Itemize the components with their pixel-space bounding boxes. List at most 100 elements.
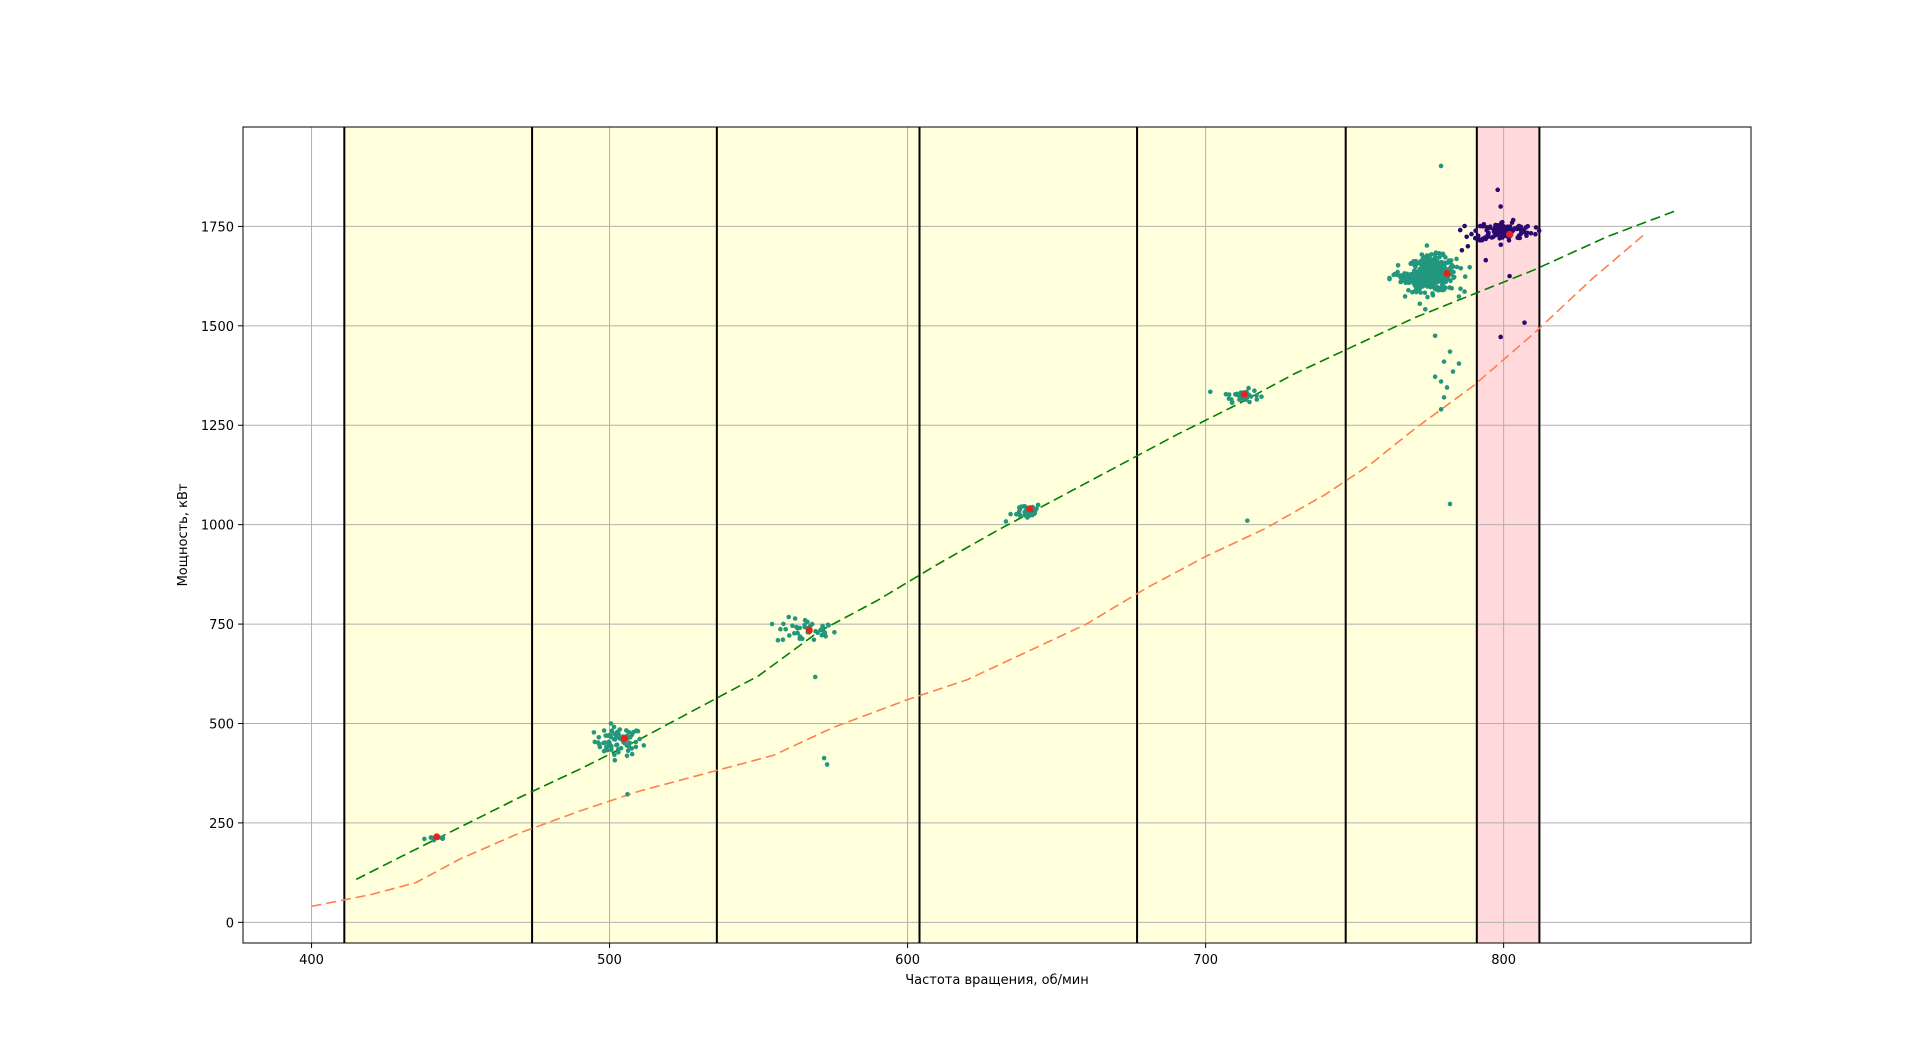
- data-point: [1441, 359, 1447, 364]
- data-point: [1447, 349, 1453, 354]
- data-point: [1454, 264, 1460, 270]
- data-point: [1414, 261, 1419, 267]
- x-tick-label: 500: [597, 953, 622, 968]
- data-point: [795, 626, 800, 631]
- data-point: [422, 836, 427, 842]
- data-point: [609, 743, 614, 749]
- data-point: [1456, 361, 1462, 366]
- data-point: [1467, 264, 1472, 270]
- y-axis-ticks: 0 250 500 750 1000 1250 1500 1750: [201, 220, 243, 931]
- data-point-navy: [1486, 231, 1491, 237]
- data-point: [1226, 396, 1232, 401]
- data-point-navy: [1516, 223, 1522, 229]
- plot-frame: [242, 126, 1752, 944]
- x-axis-label: Частота вращения, об/мин: [905, 973, 1089, 988]
- data-point: [634, 728, 639, 733]
- band-boundaries: [343, 127, 1541, 943]
- data-point: [1438, 163, 1444, 169]
- centroid-point: [1026, 505, 1034, 513]
- data-point-navy: [1528, 231, 1534, 236]
- data-point: [1398, 274, 1404, 279]
- data-point: [832, 630, 837, 635]
- data-point: [1440, 266, 1446, 271]
- data-point: [626, 729, 632, 735]
- data-point: [629, 746, 635, 751]
- data-point: [819, 632, 825, 638]
- data-point-navy: [1498, 232, 1504, 237]
- data-point: [1440, 281, 1446, 286]
- data-point-navy: [1498, 204, 1503, 209]
- allowed-band: [919, 127, 1138, 943]
- data-point-navy: [1483, 257, 1489, 263]
- data-point: [625, 791, 630, 797]
- data-point-navy: [1491, 229, 1497, 234]
- data-point: [1447, 285, 1452, 290]
- data-point: [428, 835, 434, 840]
- data-point-navy: [1498, 242, 1504, 248]
- data-point: [1254, 393, 1259, 398]
- data-point: [780, 637, 786, 642]
- data-point: [795, 630, 800, 636]
- data-point: [606, 739, 612, 745]
- data-point: [1008, 511, 1013, 517]
- data-point: [1413, 277, 1418, 283]
- data-point: [1438, 379, 1444, 384]
- data-point: [603, 733, 608, 738]
- data-point-navy: [1536, 228, 1542, 233]
- data-point: [1017, 507, 1023, 512]
- y-tick-label: 0: [226, 916, 234, 931]
- y-tick-label: 1500: [201, 320, 234, 335]
- data-point: [1246, 385, 1251, 391]
- data-point: [622, 741, 628, 746]
- data-point: [1233, 392, 1238, 397]
- data-point: [1237, 394, 1243, 400]
- allowed-band: [1345, 127, 1477, 943]
- data-point: [612, 757, 618, 763]
- data-point: [792, 616, 798, 621]
- data-point: [1422, 264, 1427, 269]
- data-point: [1458, 286, 1463, 292]
- data-point: [1451, 274, 1457, 280]
- data-point: [614, 742, 620, 748]
- data-point: [440, 835, 446, 840]
- data-point: [778, 626, 783, 632]
- data-point: [1423, 307, 1428, 312]
- data-point-navy: [1498, 334, 1503, 340]
- data-point: [1425, 265, 1431, 271]
- data-point: [1023, 513, 1029, 518]
- data-point: [792, 631, 797, 636]
- data-point-navy: [1480, 224, 1485, 229]
- x-tick-label: 700: [1193, 953, 1218, 968]
- lower-limit-curve: [311, 231, 1648, 908]
- data-point: [1229, 400, 1235, 406]
- data-point: [637, 736, 642, 742]
- data-point: [1444, 385, 1450, 390]
- data-point: [1445, 260, 1451, 265]
- data-point: [1451, 269, 1456, 275]
- data-point: [1247, 399, 1252, 405]
- allowed-band: [532, 127, 717, 943]
- data-point: [1454, 256, 1459, 262]
- centroid-point: [1443, 269, 1451, 277]
- data-point: [1462, 289, 1467, 294]
- data-point-navy: [1500, 219, 1505, 225]
- data-point: [1226, 392, 1232, 397]
- data-point-navy: [1477, 238, 1483, 243]
- data-point: [1415, 286, 1421, 292]
- y-tick-label: 1250: [201, 419, 234, 434]
- data-point: [1424, 253, 1430, 258]
- data-point: [1014, 512, 1019, 517]
- data-point: [1419, 252, 1425, 257]
- data-point: [609, 747, 614, 753]
- data-point: [1430, 293, 1436, 298]
- data-point: [823, 634, 828, 639]
- data-point: [607, 733, 612, 738]
- data-point: [1430, 270, 1435, 275]
- data-point: [1395, 263, 1401, 268]
- data-point-navy: [1525, 224, 1530, 229]
- data-point: [595, 740, 601, 745]
- data-point: [1402, 294, 1408, 299]
- data-point: [1426, 275, 1432, 281]
- y-tick-label: 250: [209, 817, 234, 832]
- data-point: [1450, 369, 1456, 374]
